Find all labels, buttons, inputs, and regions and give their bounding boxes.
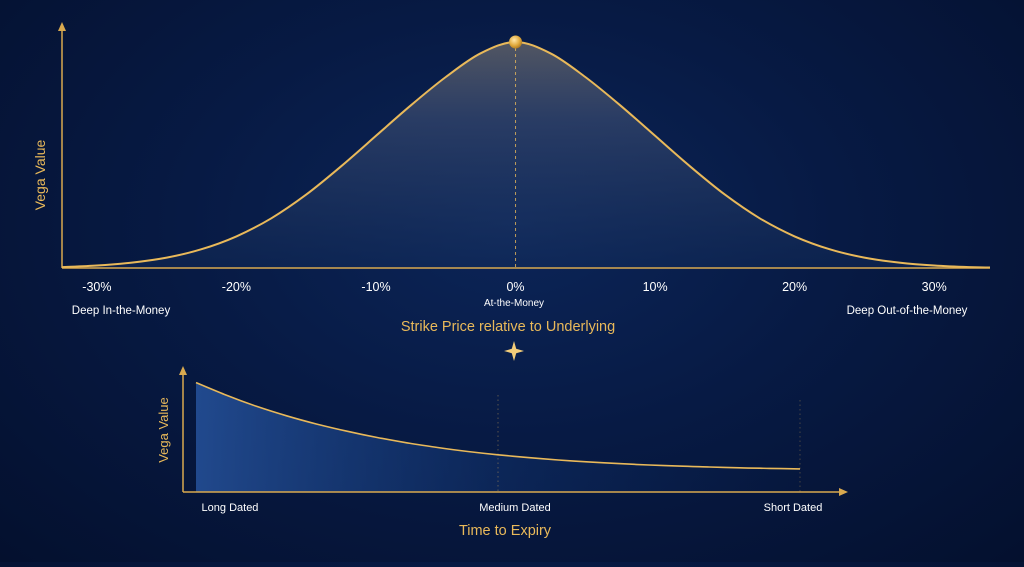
- bell-x-tick-label: 30%: [922, 280, 947, 294]
- decay-y-axis-arrow: [179, 366, 187, 375]
- bell-x-tick-label: -30%: [82, 280, 111, 294]
- decay-x-axis-label: Time to Expiry: [459, 523, 552, 539]
- section-separator: [205, 341, 822, 361]
- bell-y-axis-label: Vega Value: [32, 140, 48, 211]
- region-label-right: Deep Out-of-the-Money: [847, 305, 968, 317]
- bell-chart: -30% -20% -10% 0% 10% 20% 30% Vega Value Deep …: [32, 22, 991, 335]
- bell-x-axis-label: Strike Price relative to Underlying: [401, 319, 615, 335]
- decay-curve-line: [195, 381, 801, 470]
- decay-y-axis-label: Vega Value: [156, 397, 171, 463]
- bell-x-tick-label: 0%: [506, 280, 524, 294]
- bell-x-tick-labels: -30% -20% -10% 0% 10% 20% 30%: [82, 280, 946, 294]
- decay-curve-area: [196, 382, 800, 492]
- peak-marker: [509, 35, 523, 49]
- sparkle-icon: [504, 341, 524, 361]
- decay-x-category-label: Medium Dated: [479, 502, 551, 514]
- bell-x-tick-label: -20%: [222, 280, 251, 294]
- bell-x-tick-label: -10%: [361, 280, 390, 294]
- decay-x-category-label: Long Dated: [202, 502, 259, 514]
- bell-curve-line: [61, 40, 991, 269]
- bell-curve-area: [62, 42, 990, 268]
- region-label-left: Deep In-the-Money: [72, 305, 171, 317]
- bell-y-axis-arrow: [58, 22, 66, 31]
- decay-x-axis-arrow: [839, 488, 848, 496]
- region-label-center: At-the-Money: [484, 298, 544, 309]
- decay-chart: Long Dated Medium Dated Short Dated Vega V…: [156, 366, 848, 539]
- bell-x-tick-label: 20%: [782, 280, 807, 294]
- bell-x-tick-label: 10%: [643, 280, 668, 294]
- decay-x-category-label: Short Dated: [764, 502, 823, 514]
- decay-x-category-labels: Long Dated Medium Dated Short Dated: [202, 502, 823, 514]
